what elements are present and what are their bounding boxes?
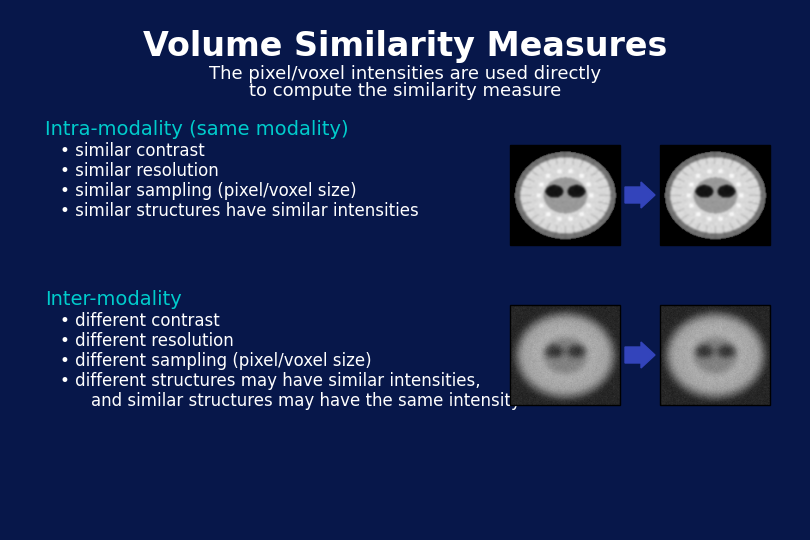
Text: • similar structures have similar intensities: • similar structures have similar intens… [60, 202, 419, 220]
Text: Inter-modality: Inter-modality [45, 290, 181, 309]
Bar [660, 305, 770, 405]
Bar [510, 145, 620, 245]
Text: • different contrast: • different contrast [60, 312, 220, 330]
Text: Intra-modality (same modality): Intra-modality (same modality) [45, 120, 348, 139]
FancyArrow shape [625, 182, 655, 208]
Bar [510, 305, 620, 405]
Text: • different resolution: • different resolution [60, 332, 234, 350]
Text: • similar sampling (pixel/voxel size): • similar sampling (pixel/voxel size) [60, 182, 356, 200]
Text: The pixel/voxel intensities are used directly: The pixel/voxel intensities are used dir… [209, 65, 601, 83]
FancyArrow shape [625, 342, 655, 368]
Text: • similar contrast: • similar contrast [60, 142, 205, 160]
Text: and similar structures may have the same intensity: and similar structures may have the same… [70, 392, 521, 410]
Text: Volume Similarity Measures: Volume Similarity Measures [143, 30, 667, 63]
Text: • similar resolution: • similar resolution [60, 162, 219, 180]
Bar [660, 145, 770, 245]
Text: • different structures may have similar intensities,: • different structures may have similar … [60, 372, 480, 390]
Text: • different sampling (pixel/voxel size): • different sampling (pixel/voxel size) [60, 352, 372, 370]
Text: to compute the similarity measure: to compute the similarity measure [249, 82, 561, 100]
